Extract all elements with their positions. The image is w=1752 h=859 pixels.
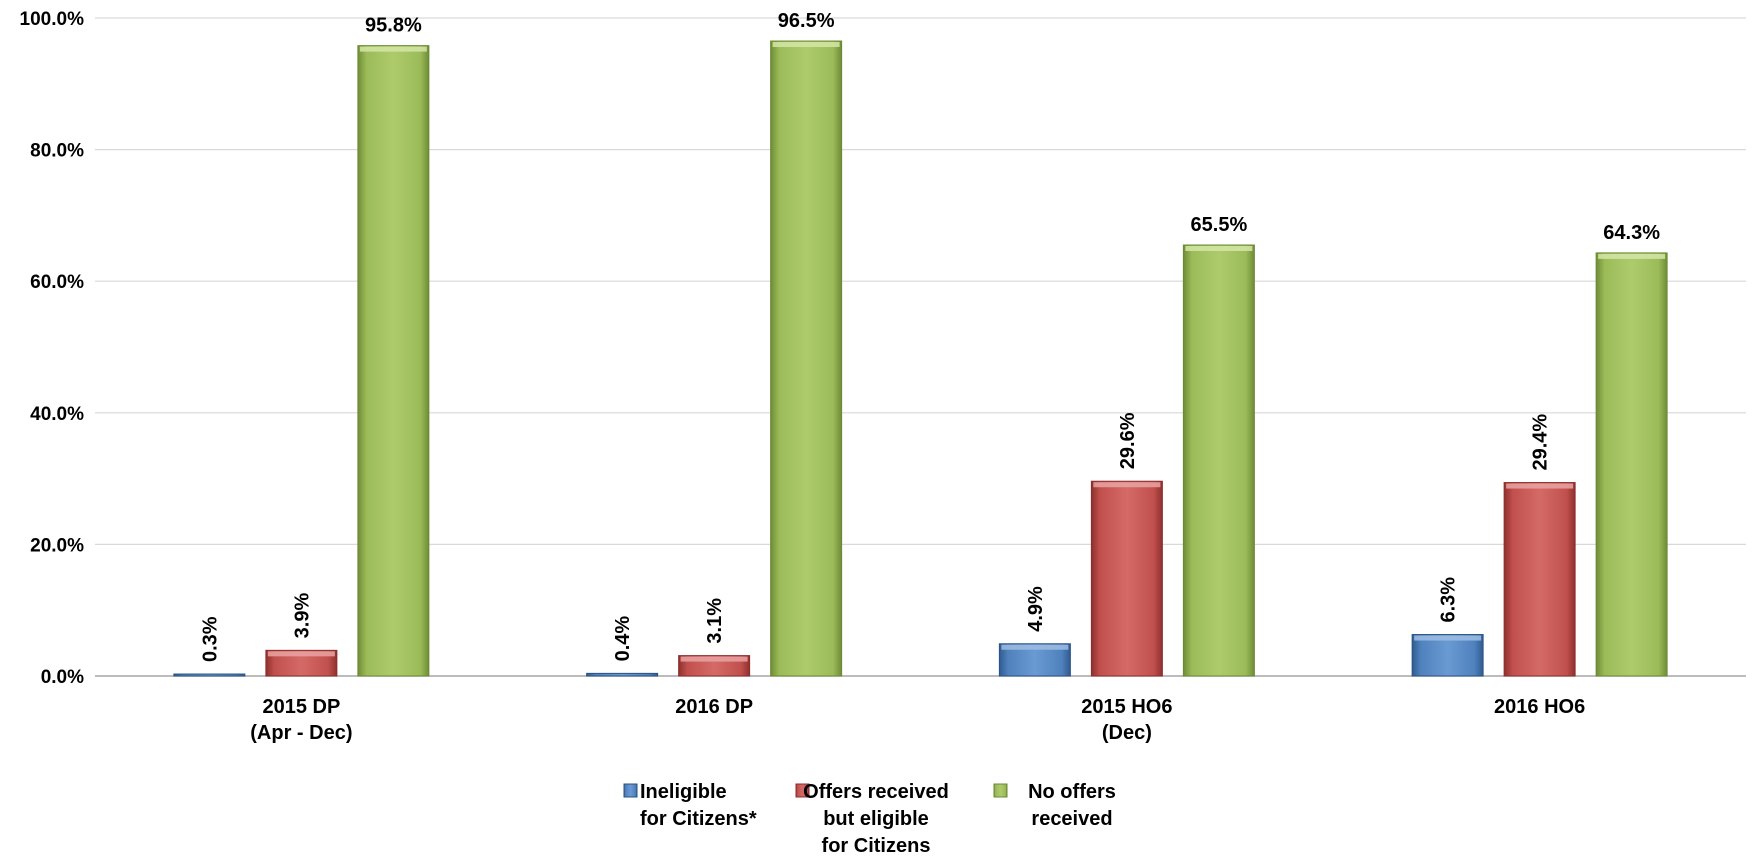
- legend-item-1: Ineligible for Citizens*: [623, 781, 757, 830]
- category-label: 2015 HO6 (Dec): [1081, 696, 1172, 744]
- data-label: 65.5%: [1191, 214, 1248, 236]
- legend-item-3: No offers received: [993, 781, 1116, 830]
- legend: Ineligible for Citizens* Offers received bu…: [623, 781, 1116, 857]
- legend-item-2: Offers received but eligible for Citizens: [795, 781, 949, 857]
- y-tick-label: 40.0%: [30, 404, 84, 425]
- data-label: 0.4%: [612, 616, 634, 662]
- bar-2-3: [1090, 480, 1163, 677]
- data-label: 29.6%: [1117, 412, 1139, 469]
- data-label: 4.9%: [1025, 586, 1047, 632]
- bar-2-2: [678, 655, 751, 677]
- data-label: 0.3%: [199, 616, 221, 662]
- bar-3-1: [357, 45, 430, 677]
- bar-3-2: [770, 40, 843, 677]
- bar-1-1: [173, 673, 246, 677]
- x-axis: 2015 DP (Apr - Dec) 2016 DP 2015 HO6 (Dec) 20…: [250, 696, 1585, 744]
- data-label: 6.3%: [1438, 577, 1460, 623]
- bar-2-4: [1503, 482, 1576, 677]
- bar-3-3: [1182, 244, 1255, 677]
- legend-label: No offers received: [1028, 781, 1116, 830]
- category-label: 2016 HO6: [1494, 696, 1585, 718]
- legend-label: Offers received but eligible for Citizens: [803, 781, 949, 857]
- bar-1-4: [1411, 634, 1484, 677]
- data-label: 3.1%: [704, 598, 726, 644]
- legend-label: Ineligible for Citizens*: [640, 781, 757, 830]
- y-tick-label: 80.0%: [30, 141, 84, 162]
- legend-swatch: [623, 783, 638, 798]
- legend-swatch: [993, 783, 1008, 798]
- data-labels: 0.3% 3.9% 95.8% 0.4% 3.1% 96.5% 4.9% 29.6% 65.5%…: [199, 10, 1660, 662]
- y-axis: 0.0% 20.0% 40.0% 60.0% 80.0% 100.0%: [20, 9, 85, 688]
- y-tick-label: 100.0%: [20, 9, 85, 30]
- category-label: 2016 DP: [675, 696, 753, 718]
- bar-3-4: [1595, 252, 1668, 677]
- data-label: 95.8%: [365, 15, 422, 37]
- data-label: 29.4%: [1530, 414, 1552, 471]
- y-tick-label: 0.0%: [41, 667, 84, 688]
- bar-2-1: [265, 649, 338, 677]
- data-label: 3.9%: [291, 593, 313, 639]
- bars: [173, 40, 1668, 677]
- category-label: 2015 DP (Apr - Dec): [250, 696, 352, 744]
- data-label: 96.5%: [778, 10, 835, 32]
- y-tick-label: 60.0%: [30, 272, 84, 293]
- gridlines: [95, 17, 1746, 677]
- bar-1-2: [586, 672, 659, 677]
- data-label: 64.3%: [1603, 222, 1660, 244]
- legend-swatch: [795, 783, 810, 798]
- y-tick-label: 20.0%: [30, 535, 84, 556]
- bar-1-3: [998, 643, 1071, 677]
